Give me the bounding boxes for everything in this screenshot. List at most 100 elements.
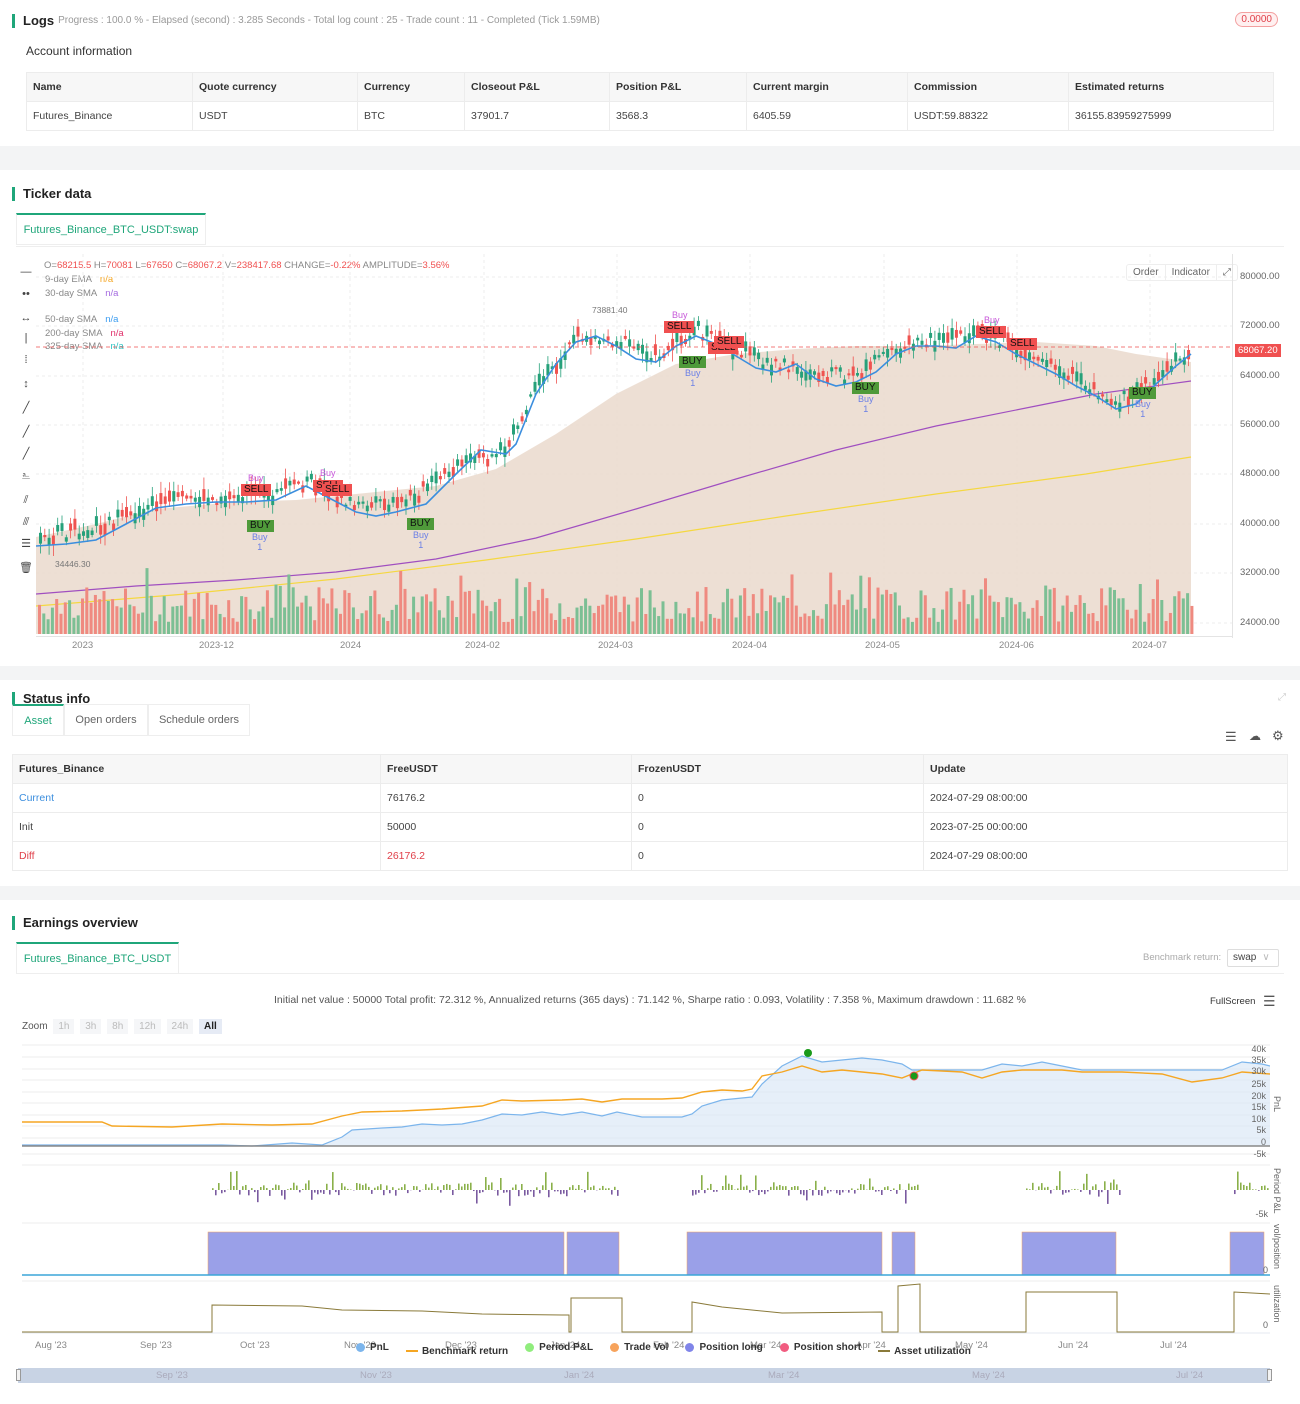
indicator-sma200[interactable]: 200-day SMA n/a	[45, 327, 124, 339]
signal-buy[interactable]: BUY	[247, 520, 274, 532]
table-row: Futures_Binance USDT BTC 37901.7 3568.3 …	[26, 101, 1274, 131]
horizontal-ray-tool-icon[interactable]: ••	[22, 288, 30, 300]
pnl-chart[interactable]	[22, 1042, 1270, 1160]
indicator-button[interactable]: Indicator	[1166, 265, 1217, 280]
signal-sell[interactable]: SELL	[664, 321, 695, 333]
benchmark-select[interactable]: swap ∨	[1227, 949, 1279, 967]
trash-icon[interactable]: 🗑	[19, 562, 33, 574]
signal-buy-qty: Buy 1	[1135, 399, 1151, 419]
parallel-channel-tool-icon[interactable]: ⫽	[23, 494, 29, 506]
signal-sell[interactable]: SELL	[322, 484, 353, 496]
period-axis-title: Period P&L	[1272, 1168, 1282, 1214]
zoom-1h[interactable]: 1h	[53, 1019, 75, 1034]
vertical-line-tool-icon[interactable]: |	[24, 332, 28, 344]
signal-buy-label: Buy	[320, 468, 336, 478]
vertical-segment-tool-icon[interactable]: ↕	[23, 378, 29, 390]
vertical-ray-tool-icon[interactable]: ⁞	[24, 354, 28, 366]
signal-buy[interactable]: BUY	[407, 518, 434, 530]
signal-sell[interactable]: SELL	[976, 326, 1007, 338]
segment-tool-icon[interactable]: ╱	[22, 448, 30, 460]
zoom-3h[interactable]: 3h	[80, 1019, 102, 1034]
list-icon[interactable]: ☰	[1225, 729, 1237, 744]
indicator-sma30[interactable]: 30-day SMA n/a	[45, 287, 119, 299]
chevron-down-icon: ∨	[1262, 952, 1270, 963]
logs-title: Logs Progress : 100.0 % - Elapsed (secon…	[12, 13, 600, 28]
logs-progress: Progress : 100.0 % - Elapsed (second) : …	[58, 15, 600, 26]
navigator-right-handle[interactable]	[1267, 1369, 1272, 1381]
table-row: Diff 26176.2 0 2024-07-29 08:00:00	[12, 841, 1288, 871]
tab-asset[interactable]: Asset	[12, 704, 64, 736]
horizontal-line-tool-icon[interactable]: —	[20, 266, 32, 278]
ticker-panel: Ticker data Futures_Binance_BTC_USDT:swa…	[0, 170, 1300, 666]
signal-buy[interactable]: BUY	[679, 356, 706, 368]
signal-sell[interactable]: SELL	[241, 484, 272, 496]
position-chart[interactable]	[22, 1222, 1270, 1278]
tab-schedule-orders[interactable]: Schedule orders	[148, 704, 250, 736]
fullscreen-icon[interactable]: ⤢	[1222, 267, 1231, 278]
account-table: Name Quote currency Currency Closeout P&…	[26, 72, 1274, 131]
gear-icon[interactable]: ⚙	[1272, 728, 1284, 743]
benchmark-label: Benchmark return:	[1143, 952, 1222, 963]
table-row: Init 50000 0 2023-07-25 00:00:00	[12, 812, 1288, 842]
fib-retracement-tool-icon[interactable]: ☰	[21, 538, 31, 550]
signal-buy-qty: Buy 1	[685, 368, 701, 388]
fullscreen-button[interactable]: FullScreen	[1210, 996, 1256, 1007]
performance-summary: Initial net value : 50000 Total profit: …	[274, 994, 1026, 1006]
menu-icon[interactable]: ☰	[1263, 993, 1276, 1009]
status-panel: Status info ⤢ Asset Open orders Schedule…	[0, 680, 1300, 886]
max-marker-icon	[804, 1049, 812, 1057]
current-price-tag: 68067.20	[1235, 344, 1281, 357]
signal-buy-qty: Buy 1	[252, 532, 268, 552]
table-row: Current 76176.2 0 2024-07-29 08:00:00	[12, 783, 1288, 813]
account-info-title: Account information	[26, 44, 133, 58]
indicator-sma50[interactable]: 50-day SMA n/a	[45, 314, 119, 325]
horizontal-segment-tool-icon[interactable]: ↔	[20, 312, 32, 324]
indicator-ema9[interactable]: 9-day EMA n/a	[45, 274, 114, 285]
legend-asset-utilization[interactable]: Asset utilization	[878, 1346, 971, 1357]
utilization-chart[interactable]	[22, 1280, 1270, 1334]
signal-buy-label: Buy	[984, 315, 1000, 325]
ohlc-readout: O=68215.5 H=70081 L=67650 C=68067.2 V=23…	[44, 260, 450, 271]
signal-buy[interactable]: BUY	[852, 382, 879, 394]
tab-earnings-symbol[interactable]: Futures_Binance_BTC_USDT	[16, 942, 179, 974]
signal-buy[interactable]: BUY	[1129, 387, 1156, 399]
logs-panel: Logs Progress : 100.0 % - Elapsed (secon…	[0, 0, 1300, 146]
max-price-label: 73881.40	[592, 305, 628, 315]
chart-legend: PnL Benchmark return Period P&L Trade Vo…	[356, 1342, 985, 1357]
legend-pnl[interactable]: PnL	[356, 1342, 389, 1353]
indicator-sma325[interactable]: 325-day SMA n/a	[45, 341, 124, 352]
zoom-all[interactable]: All	[199, 1019, 222, 1034]
legend-position-short[interactable]: Position short	[779, 1342, 861, 1353]
signal-buy-label: Buy	[248, 473, 264, 483]
pnl-axis-title: PnL	[1272, 1096, 1282, 1113]
legend-period-pnl[interactable]: Period P&L	[525, 1342, 593, 1353]
expand-icon[interactable]: ⤢	[1278, 692, 1286, 703]
status-title: Status info	[12, 691, 90, 706]
fib-channel-tool-icon[interactable]: ⫻	[22, 516, 30, 528]
signal-sell[interactable]: SELL	[714, 336, 745, 348]
zoom-8h[interactable]: 8h	[107, 1019, 129, 1034]
ticker-title: Ticker data	[12, 186, 91, 201]
period-pnl-chart[interactable]	[22, 1164, 1270, 1218]
earnings-panel: Earnings overview Futures_Binance_BTC_US…	[0, 900, 1300, 1404]
ray-line-tool-icon[interactable]: ╱	[22, 426, 30, 438]
min-marker-icon	[909, 1071, 919, 1081]
zoom-24h[interactable]: 24h	[166, 1019, 194, 1034]
tab-ticker-symbol[interactable]: Futures_Binance_BTC_USDT:swap	[16, 213, 206, 245]
candlestick-chart[interactable]	[36, 254, 1232, 638]
order-button[interactable]: Order	[1127, 265, 1166, 280]
position-axis-title: vol/position	[1272, 1224, 1282, 1270]
navigator-left-handle[interactable]	[16, 1369, 21, 1381]
legend-benchmark[interactable]: Benchmark return	[405, 1346, 508, 1357]
account-table-header: Name Quote currency Currency Closeout P&…	[26, 72, 1274, 102]
tab-open-orders[interactable]: Open orders	[64, 704, 148, 736]
legend-position-long[interactable]: Position long	[685, 1342, 763, 1353]
trend-line-tool-icon[interactable]: ╱	[22, 402, 30, 414]
earnings-title: Earnings overview	[12, 915, 138, 930]
range-navigator[interactable]: Sep '23 Nov '23 Jan '24 Mar '24 May '24 …	[16, 1368, 1272, 1383]
price-label-tool-icon[interactable]: ⎁	[21, 470, 31, 482]
legend-trade-vol[interactable]: Trade Vol	[610, 1342, 668, 1353]
zoom-12h[interactable]: 12h	[134, 1019, 161, 1034]
cloud-download-icon[interactable]: ☁	[1249, 729, 1261, 743]
signal-sell[interactable]: SELL	[1007, 338, 1038, 350]
